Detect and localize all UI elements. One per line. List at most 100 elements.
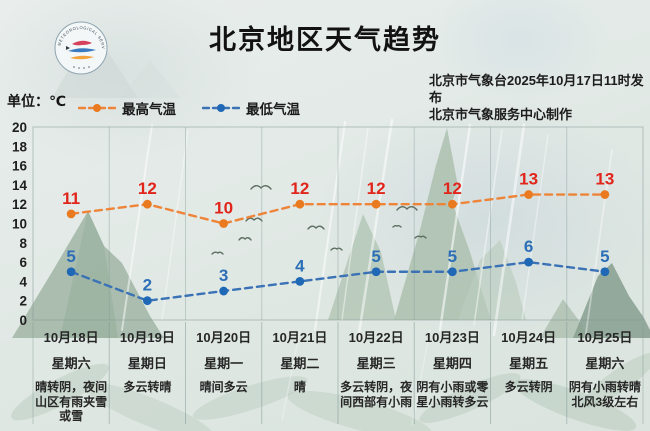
legend-item-low: 最低气温 — [202, 98, 300, 118]
day-date: 10月22日 — [348, 330, 404, 345]
data-point-label: 4 — [295, 256, 305, 275]
data-point-label: 5 — [371, 247, 380, 266]
low-temp-series: 5 2 3 4 5 5 6 5 — [66, 237, 610, 306]
data-point-label: 13 — [519, 170, 538, 189]
data-point — [600, 267, 610, 277]
day-date: 10月24日 — [501, 330, 557, 345]
forecast-table: 10月18日 星期六 晴转阴，夜间山区有雨夹雪或雪 10月19日 星期日 多云转… — [33, 322, 643, 431]
data-point — [447, 267, 457, 277]
y-tick-label: 16 — [12, 159, 28, 174]
data-point — [142, 199, 152, 209]
forecast-day-column: 10月23日 星期四 阴有小雨或零星小雨转多云 — [414, 322, 490, 431]
day-date: 10月19日 — [119, 330, 175, 345]
day-date: 10月20日 — [196, 330, 252, 345]
series-line — [69, 193, 607, 225]
data-point-label: 5 — [66, 247, 75, 266]
day-weather-description: 晴间多云 — [199, 380, 248, 394]
day-weekday: 星期六 — [585, 356, 625, 371]
data-point-label: 5 — [600, 247, 609, 266]
y-tick-label: 12 — [12, 197, 27, 212]
day-weather-description: 多云转晴 — [123, 380, 172, 394]
day-date: 10月18日 — [43, 330, 99, 345]
logo-bird-mark — [66, 46, 70, 50]
day-weekday: 星期二 — [280, 356, 320, 371]
logo-red-swoosh — [72, 40, 92, 46]
data-point — [524, 257, 534, 267]
forecast-day-column: 10月24日 星期五 多云转阴 — [491, 322, 567, 431]
day-weather-description: 阴有小雨或零星小雨转多云 — [416, 380, 489, 409]
data-point — [219, 286, 229, 296]
beijing-meteorological-service-logo: METEOROLOGICAL SERVICE — [52, 18, 108, 75]
low-temp-line-marker-icon — [202, 104, 240, 112]
data-point — [447, 199, 457, 209]
faint-mountain — [120, 60, 180, 98]
data-point — [66, 267, 76, 277]
logo-orange-wave — [70, 55, 94, 60]
data-point-label: 12 — [138, 179, 157, 198]
data-point — [142, 296, 152, 306]
legend-label-high: 最高气温 — [122, 102, 176, 117]
birds-decoration — [211, 185, 427, 255]
forecast-day-column: 10月18日 星期六 晴转阴，夜间山区有雨夹雪或雪 — [33, 322, 109, 431]
forecast-day-column: 10月19日 星期日 多云转晴 — [109, 322, 185, 431]
forecast-day-column: 10月21日 星期二 晴 — [262, 322, 338, 431]
forecast-day-column: 10月22日 星期三 多云转阴，夜间西部有小雨 — [338, 322, 414, 431]
plot-border — [32, 126, 644, 321]
unit-label: 单位：℃ — [7, 93, 66, 109]
day-weather-description: 多云转阴，夜间西部有小雨 — [340, 380, 413, 409]
chart-legend: 最高气温 最低气温 — [78, 98, 300, 118]
data-point — [295, 277, 305, 286]
day-date: 10月23日 — [424, 330, 480, 345]
publisher-line1: 北京市气象台2025年10月17日11时发布 — [429, 73, 644, 105]
y-tick-label: 14 — [12, 178, 28, 193]
high-temp-series: 11 12 10 12 12 12 13 13 — [62, 170, 614, 228]
day-date: 10月25日 — [577, 330, 633, 345]
day-weekday: 星期一 — [204, 356, 244, 371]
mountain — [328, 214, 396, 320]
day-weekday: 星期日 — [127, 356, 167, 371]
gridlines — [108, 127, 568, 424]
data-point-label: 12 — [290, 179, 309, 198]
mountain — [540, 299, 588, 338]
data-point — [219, 219, 229, 228]
data-point-label: 12 — [443, 179, 462, 198]
day-weekday: 星期六 — [51, 356, 91, 371]
y-tick-label: 6 — [19, 255, 27, 270]
forecast-day-column: 10月25日 星期六 阴有小雨转晴北风3级左右 — [567, 322, 643, 431]
data-point — [371, 267, 381, 277]
y-tick-label: 4 — [19, 274, 27, 289]
day-weekday: 星期四 — [432, 356, 472, 371]
data-point-label: 2 — [143, 276, 152, 295]
logo-blue-wave — [68, 48, 96, 53]
page-title: 北京地区天气趋势 — [209, 25, 441, 55]
data-point-label: 10 — [214, 199, 233, 218]
publisher-info: 北京市气象台2025年10月17日11时发布 北京市气象服务中心制作 — [429, 72, 649, 123]
day-weather-description: 阴有小雨转晴北风3级左右 — [568, 380, 641, 409]
legend-label-low: 最低气温 — [246, 102, 300, 117]
data-point — [524, 190, 534, 199]
mountain — [573, 263, 650, 338]
y-tick-label: 2 — [19, 294, 27, 309]
day-date: 10月21日 — [272, 330, 328, 345]
data-point — [600, 190, 610, 199]
data-point-label: 12 — [367, 179, 386, 198]
legend-item-high: 最高气温 — [78, 98, 176, 118]
data-point-label: 6 — [524, 237, 533, 256]
data-point-label: 11 — [62, 189, 80, 208]
publisher-line2: 北京市气象服务中心制作 — [429, 107, 573, 122]
day-weather-description: 晴 — [293, 380, 306, 394]
data-point-label: 3 — [219, 266, 228, 285]
y-tick-label: 8 — [19, 236, 27, 251]
data-point — [66, 209, 76, 219]
leaf-decoration — [11, 352, 650, 431]
data-point — [295, 199, 305, 209]
data-point — [371, 199, 381, 209]
y-tick-label: 20 — [12, 120, 27, 135]
y-tick-label: 0 — [19, 313, 27, 328]
mountain-shade — [60, 211, 118, 338]
data-point-label: 5 — [448, 247, 457, 266]
day-weather-description: 晴转阴，夜间山区有雨夹雪或雪 — [35, 380, 108, 423]
rain-streaks — [121, 118, 613, 426]
mountain — [458, 240, 526, 320]
